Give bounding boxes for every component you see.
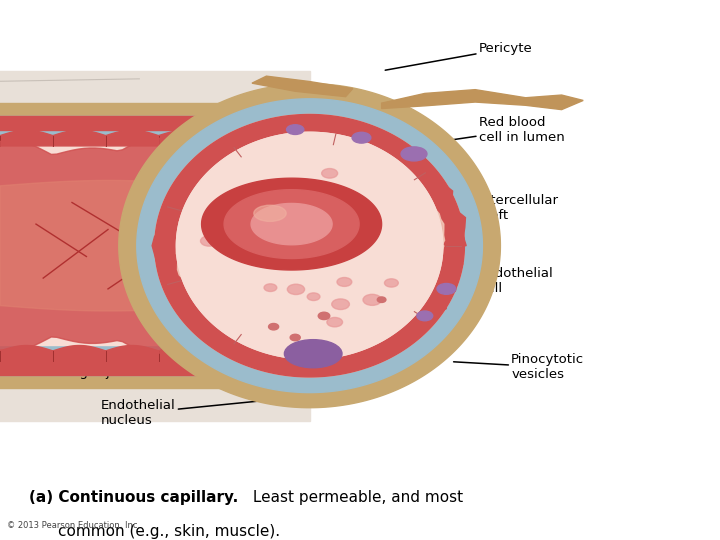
Polygon shape [252, 76, 353, 97]
Ellipse shape [327, 318, 343, 327]
Ellipse shape [264, 284, 276, 292]
Ellipse shape [200, 236, 218, 246]
Ellipse shape [377, 297, 386, 302]
Ellipse shape [307, 293, 320, 301]
Text: Basement
membrane: Basement membrane [7, 302, 166, 330]
Polygon shape [0, 117, 310, 130]
Text: (a) Continuous capillary.: (a) Continuous capillary. [29, 490, 238, 505]
Text: Least permeable, and most: Least permeable, and most [248, 490, 464, 505]
Polygon shape [382, 90, 583, 110]
Ellipse shape [352, 132, 371, 143]
Polygon shape [53, 346, 106, 361]
Polygon shape [158, 346, 212, 361]
Polygon shape [251, 204, 332, 245]
Text: common (e.g., skin, muscle).: common (e.g., skin, muscle). [58, 524, 280, 539]
Polygon shape [176, 132, 443, 359]
Ellipse shape [337, 278, 352, 286]
Polygon shape [119, 84, 500, 408]
Polygon shape [0, 117, 310, 375]
Polygon shape [0, 71, 310, 103]
Ellipse shape [284, 340, 342, 368]
Ellipse shape [359, 238, 369, 243]
Ellipse shape [322, 168, 338, 178]
Ellipse shape [241, 227, 258, 238]
Text: Pinocytotic
vesicles: Pinocytotic vesicles [454, 353, 585, 381]
Ellipse shape [262, 258, 279, 268]
Ellipse shape [268, 193, 282, 201]
Ellipse shape [338, 212, 352, 220]
Ellipse shape [401, 147, 427, 161]
Ellipse shape [269, 323, 279, 330]
Polygon shape [212, 130, 264, 146]
Polygon shape [155, 114, 464, 377]
Ellipse shape [417, 311, 433, 321]
Polygon shape [106, 130, 158, 146]
Polygon shape [0, 361, 310, 375]
Text: Red blood
cell in lumen: Red blood cell in lumen [374, 116, 564, 151]
Text: Endothelial
nucleus: Endothelial nucleus [101, 399, 274, 427]
Ellipse shape [437, 284, 456, 294]
Ellipse shape [318, 312, 330, 320]
Ellipse shape [254, 205, 287, 221]
Polygon shape [0, 130, 53, 146]
Ellipse shape [290, 334, 300, 341]
Polygon shape [212, 346, 264, 361]
Text: Tight junction: Tight junction [68, 362, 248, 379]
Polygon shape [137, 99, 482, 393]
Ellipse shape [275, 179, 287, 186]
Polygon shape [0, 346, 53, 361]
Text: Endothelial
cell: Endothelial cell [389, 267, 554, 295]
Polygon shape [176, 132, 443, 359]
Ellipse shape [287, 284, 305, 294]
Polygon shape [176, 143, 444, 348]
Text: Intercellular
cleft: Intercellular cleft [392, 194, 559, 222]
Polygon shape [224, 190, 359, 259]
Ellipse shape [334, 202, 346, 209]
Polygon shape [202, 178, 382, 270]
Ellipse shape [363, 294, 382, 306]
Polygon shape [0, 138, 254, 353]
Polygon shape [0, 180, 217, 311]
Text: Pericyte: Pericyte [385, 42, 533, 70]
Polygon shape [106, 346, 158, 361]
Polygon shape [155, 114, 464, 377]
Polygon shape [53, 130, 106, 146]
Ellipse shape [384, 279, 398, 287]
Polygon shape [152, 126, 466, 364]
Ellipse shape [332, 299, 349, 309]
Ellipse shape [287, 125, 304, 134]
Polygon shape [158, 130, 212, 146]
Polygon shape [0, 146, 310, 346]
Text: © 2013 Pearson Education, Inc.: © 2013 Pearson Education, Inc. [7, 521, 140, 530]
Polygon shape [0, 388, 310, 421]
Polygon shape [0, 103, 310, 388]
Ellipse shape [360, 227, 376, 237]
